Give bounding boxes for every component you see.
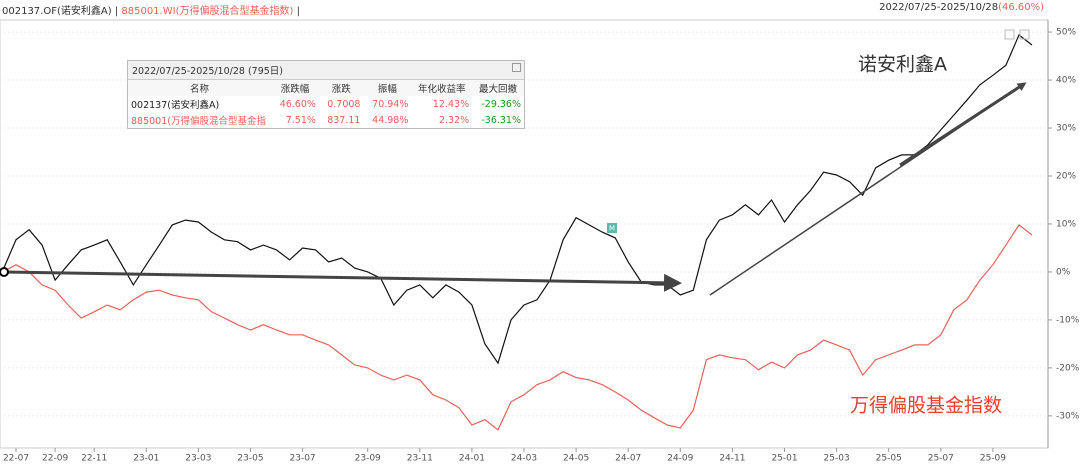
separator: | — [296, 6, 300, 17]
x-tick-label: 22-11 — [81, 454, 107, 464]
x-tick-label: 24-11 — [719, 454, 745, 464]
y-tick-label: 30% — [1056, 124, 1076, 134]
index-code: 885001.WI(万得偏股混合型基金指数) — [121, 6, 294, 17]
x-tick-label: 22-07 — [3, 454, 29, 464]
x-tick-label: 23-05 — [237, 454, 263, 464]
stats-table: 名称 涨跌幅 涨跌 振幅 年化收益率 最大回撤 002137(诺安利鑫A) 46.60% 0.7… — [128, 80, 524, 128]
y-tick-label: -10% — [1056, 315, 1080, 325]
y-tick-label: 40% — [1056, 76, 1076, 86]
marker-box — [607, 223, 617, 233]
x-tick-label: 22-09 — [42, 454, 68, 464]
cell-value: 837.11 — [327, 114, 361, 126]
x-tick-label: 23-03 — [185, 454, 211, 464]
row-name: 885001(万得偏股混合型基金指 — [131, 116, 266, 127]
column-header: 年化收益率 — [411, 80, 473, 96]
column-header: 涨跌幅 — [271, 80, 319, 96]
marker-label: M — [609, 225, 615, 233]
x-tick-label: 24-09 — [667, 454, 693, 464]
cell-value: 0.7008 — [327, 98, 361, 110]
x-tick-label: 24-03 — [511, 454, 537, 464]
series-line — [2, 34, 1033, 365]
x-tick-label: 25-05 — [876, 454, 902, 464]
series-line — [2, 224, 1033, 431]
y-tick-label: -30% — [1056, 411, 1080, 421]
column-header: 最大回撤 — [472, 80, 524, 96]
x-tick-label: 23-07 — [290, 454, 316, 464]
x-tick-label: 23-09 — [355, 454, 381, 464]
series-annotation: 万得偏股基金指数 — [850, 395, 1002, 417]
panel-title: 2022/07/25-2025/10/28 (795日) — [128, 61, 524, 80]
separator: | — [114, 6, 119, 17]
icon[interactable] — [1004, 29, 1015, 40]
y-tick-label: 0% — [1056, 267, 1071, 277]
table-row: 002137(诺安利鑫A) 46.60% 0.7008 70.94% 12.43% -29… — [128, 96, 524, 112]
x-tick-label: 24-01 — [459, 454, 485, 464]
x-tick-label: 25-01 — [771, 454, 797, 464]
y-tick-label: 50% — [1056, 28, 1076, 38]
table-row: 885001(万得偏股混合型基金指 7.51% 837.11 44.98% 2.32% -… — [128, 112, 524, 128]
fund-code: 002137.OF(诺安利鑫A) — [2, 6, 112, 17]
column-header: 名称 — [128, 80, 271, 96]
x-tick-label: 25-09 — [980, 454, 1006, 464]
stats-panel: 2022/07/25-2025/10/28 (795日) 名称 涨跌幅 涨跌 振幅 年化… — [127, 60, 525, 129]
row-name: 002137(诺安利鑫A) — [131, 100, 220, 111]
cell-value: 2.32% — [438, 114, 470, 126]
cell-value: 12.43% — [432, 98, 470, 110]
range-change: (46.60%) — [998, 2, 1044, 13]
y-tick-label: 20% — [1056, 171, 1076, 181]
header-range: 2022/07/25-2025/10/28(46.60%) — [879, 2, 1044, 13]
series-annotation: 诺安利鑫A — [858, 54, 947, 76]
x-tick-label: 24-07 — [615, 454, 641, 464]
header: 002137.OF(诺安利鑫A) | 885001.WI(万得偏股混合型基金指数… — [2, 2, 300, 17]
y-tick-label: 10% — [1056, 219, 1076, 229]
icon[interactable] — [1019, 29, 1030, 40]
trend-arrow — [899, 82, 1025, 167]
x-tick-label: 23-11 — [407, 454, 433, 464]
cell-value: 70.94% — [372, 98, 409, 110]
column-header: 振幅 — [363, 80, 412, 96]
cell-value: 44.98% — [372, 114, 409, 126]
y-tick-label: -20% — [1056, 363, 1080, 373]
x-tick-label: 24-05 — [563, 454, 589, 464]
x-tick-label: 25-03 — [824, 454, 850, 464]
panel-title-text: 2022/07/25-2025/10/28 (795日) — [132, 66, 284, 77]
x-tick-label: 23-01 — [133, 454, 159, 464]
date-range: 2022/07/25-2025/10/28 — [879, 2, 999, 13]
trend-arrow — [4, 270, 682, 292]
cell-value: -36.31% — [481, 114, 521, 126]
column-header: 涨跌 — [318, 80, 364, 96]
start-marker — [0, 267, 9, 277]
x-tick-label: 25-07 — [928, 454, 954, 464]
cell-value: 7.51% — [285, 114, 316, 126]
close-button[interactable] — [512, 63, 521, 72]
cell-value: 46.60% — [279, 98, 316, 110]
cell-value: -29.36% — [481, 98, 521, 110]
